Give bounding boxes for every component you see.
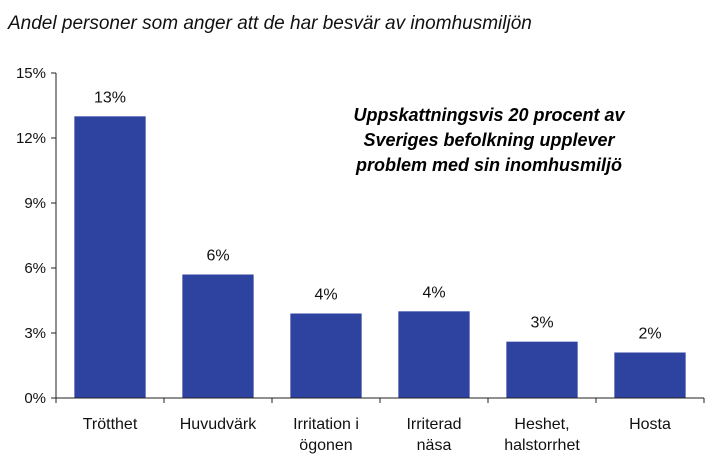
data-label: 4% (314, 287, 337, 304)
x-tick-label: Hosta (629, 416, 671, 433)
bar (506, 341, 578, 398)
bar (74, 116, 146, 398)
y-axis: 0% 3% 6% 9% 12% 15% (16, 65, 57, 407)
bar (398, 311, 470, 398)
bar (614, 352, 686, 398)
y-tick-label: 6% (24, 260, 46, 277)
bar (182, 274, 254, 398)
data-label: 3% (530, 315, 553, 332)
y-tick-label: 12% (16, 130, 46, 147)
y-tick-label: 3% (24, 325, 46, 342)
x-axis: Trötthet Huvudvärk Irritation i ögonen Irrit… (55, 397, 705, 454)
data-label: 4% (422, 284, 445, 301)
chart-annotation: Uppskattningsvis 20 procent av Sveriges b… (353, 105, 625, 175)
bars: 13% 6% 4% 4% 3% 2% (74, 89, 686, 398)
bar (290, 313, 362, 398)
annotation-text: Uppskattningsvis 20 procent av Sveriges b… (353, 105, 625, 175)
chart-title: Andel personer som anger att de har besv… (7, 13, 532, 34)
data-label: 2% (638, 326, 661, 343)
x-tick-label: Heshet, halstorrhet (504, 416, 580, 454)
x-tick-label: Huvudvärk (180, 416, 257, 433)
y-tick-label: 0% (24, 390, 46, 407)
y-tick-label: 9% (24, 195, 46, 212)
data-label: 6% (206, 248, 229, 265)
x-tick-label: Irritation i ögonen (293, 416, 359, 454)
y-tick-label: 15% (16, 65, 46, 82)
x-tick-label: Irriterad näsa (406, 416, 461, 454)
data-label: 13% (94, 89, 126, 106)
x-tick-label: Trötthet (83, 416, 138, 433)
